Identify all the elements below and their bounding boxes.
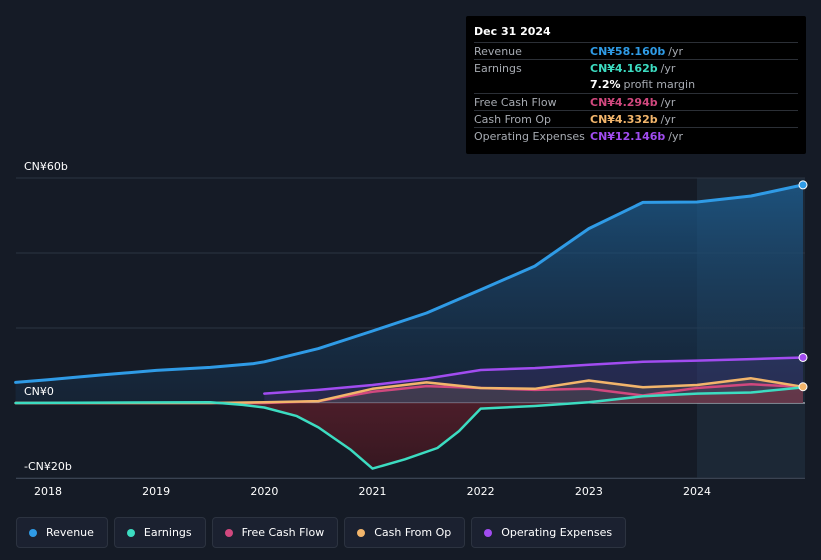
tooltip-row-free-cash-flow: Free Cash Flow CN¥4.294b /yr — [474, 93, 798, 110]
legend-dot-icon — [126, 528, 135, 537]
tooltip-row-revenue: Revenue CN¥58.160b /yr — [474, 42, 798, 59]
cash-from-op-end-marker — [798, 382, 808, 392]
x-tick-label: 2023 — [575, 485, 603, 498]
tooltip-label: Revenue — [474, 45, 522, 58]
tooltip-label: Earnings — [474, 62, 522, 75]
revenue-line — [14, 183, 805, 384]
legend-item-cash-from-op[interactable]: Cash From Op — [344, 517, 466, 548]
legend-label: Earnings — [143, 526, 192, 539]
cash-from-op-area — [15, 378, 804, 403]
tooltip-label: Cash From Op — [474, 113, 552, 126]
earnings-area — [15, 387, 804, 469]
legend-label: Revenue — [46, 526, 94, 539]
legend-label: Operating Expenses — [501, 526, 613, 539]
tooltip-value: 7.2% — [590, 78, 621, 91]
series-areas — [15, 184, 804, 469]
operating-expenses-line — [263, 356, 805, 395]
tooltip-row-operating-expenses: Operating Expenses CN¥12.146b /yr — [474, 127, 798, 144]
legend-item-operating-expenses[interactable]: Operating Expenses — [471, 517, 627, 548]
x-tick-label: 2018 — [34, 485, 62, 498]
legend-dot-icon — [224, 528, 233, 537]
legend-dot-icon — [484, 528, 493, 537]
tooltip-date: Dec 31 2024 — [474, 25, 551, 38]
tooltip-unit: /yr — [668, 45, 684, 58]
x-tick-label: 2024 — [683, 485, 711, 498]
data-tooltip: Dec 31 2024 Revenue CN¥58.160b /yr Earni… — [466, 16, 806, 154]
legend-label: Cash From Op — [374, 526, 452, 539]
x-tick-label: 2021 — [359, 485, 387, 498]
y-tick-label: CN¥60b — [24, 160, 68, 173]
tooltip-label: Free Cash Flow — [474, 96, 557, 109]
tooltip-value: CN¥12.146b — [590, 130, 666, 143]
tooltip-label — [474, 76, 590, 93]
tooltip-row-cash-from-op: Cash From Op CN¥4.332b /yr — [474, 110, 798, 127]
tooltip-label: Operating Expenses — [474, 130, 585, 143]
x-tick-label: 2022 — [467, 485, 495, 498]
tooltip-value: CN¥4.332b — [590, 113, 658, 126]
chart-legend: Revenue Earnings Free Cash Flow Cash Fro… — [16, 517, 627, 548]
series-lines — [14, 183, 805, 470]
operating-expenses-end-marker — [798, 352, 808, 362]
x-tick-label: 2019 — [142, 485, 170, 498]
tooltip-value: CN¥58.160b — [590, 45, 666, 58]
earnings-line — [14, 386, 805, 470]
tooltip-row-profit-margin: 7.2% profit margin — [474, 76, 798, 93]
y-tick-label: CN¥0 — [24, 385, 54, 398]
legend-dot-icon — [29, 528, 37, 537]
tooltip-unit: /yr — [660, 96, 676, 109]
tooltip-unit: /yr — [660, 113, 676, 126]
x-tick-label: 2020 — [250, 485, 278, 498]
revenue-area — [15, 184, 804, 403]
legend-item-revenue[interactable]: Revenue — [16, 517, 108, 548]
legend-item-earnings[interactable]: Earnings — [113, 517, 206, 548]
x-axis-labels: 2018 2019 2020 2021 2022 2023 2024 — [34, 485, 711, 498]
tooltip-unit: /yr — [668, 130, 684, 143]
tooltip-unit: profit margin — [623, 78, 696, 91]
tooltip-unit: /yr — [660, 62, 676, 75]
tooltip-value: CN¥4.162b — [590, 62, 658, 75]
series-end-markers — [798, 180, 808, 392]
tooltip-value: CN¥4.294b — [590, 96, 658, 109]
legend-item-free-cash-flow[interactable]: Free Cash Flow — [211, 517, 339, 548]
y-tick-label: -CN¥20b — [24, 460, 72, 473]
tooltip-row-earnings: Earnings CN¥4.162b /yr — [474, 59, 798, 76]
y-axis-labels: CN¥60b CN¥0 -CN¥20b — [24, 160, 72, 473]
legend-label: Free Cash Flow — [241, 526, 325, 539]
legend-dot-icon — [357, 528, 366, 537]
revenue-end-marker — [798, 180, 808, 190]
